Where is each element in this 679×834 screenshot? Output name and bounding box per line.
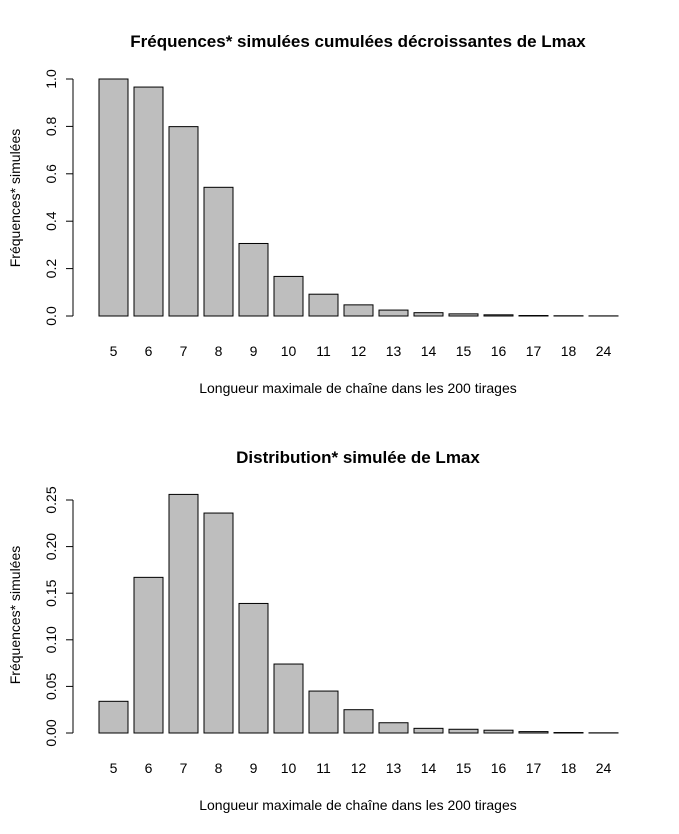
bar-10 bbox=[273, 663, 304, 734]
bar-16 bbox=[483, 729, 514, 734]
bar-11 bbox=[308, 293, 339, 317]
x-tick-label: 11 bbox=[316, 343, 331, 359]
x-tick-label: 16 bbox=[491, 760, 507, 776]
x-tick-label: 8 bbox=[215, 760, 223, 776]
x-tick-label: 5 bbox=[110, 760, 118, 776]
bar-8 bbox=[203, 512, 234, 734]
y-axis: 0.0 0.2 0.4 0.6 0.8 1.0 bbox=[43, 69, 74, 326]
y-tick-label: 0.0 bbox=[43, 306, 59, 326]
bar-5 bbox=[98, 700, 129, 734]
y-axis-label: Fréquences* simulées bbox=[7, 129, 23, 268]
y-tick-label: 1.0 bbox=[43, 69, 59, 89]
y-tick-label: 0.20 bbox=[43, 533, 59, 560]
bar-9 bbox=[238, 602, 269, 734]
x-tick-label: 14 bbox=[421, 760, 437, 776]
x-tick-label: 12 bbox=[351, 760, 367, 776]
x-axis-label: Longueur maximale de chaîne dans les 200… bbox=[199, 797, 517, 813]
bar-15 bbox=[448, 728, 479, 734]
bar-6 bbox=[133, 576, 164, 734]
bar-10 bbox=[273, 275, 304, 317]
bar-11 bbox=[308, 690, 339, 734]
bar-16 bbox=[483, 314, 514, 317]
bar-7 bbox=[168, 493, 199, 734]
x-tick-labels: 5 6 7 8 9 10 11 12 13 14 15 16 17 18 24 bbox=[110, 760, 612, 776]
cumulative-frequency-chart: Fréquences* simulées cumulées décroissan… bbox=[7, 32, 619, 396]
x-tick-label: 16 bbox=[491, 343, 507, 359]
x-tick-label: 10 bbox=[281, 760, 297, 776]
bar-13 bbox=[378, 722, 409, 734]
y-axis: 0.00 0.05 0.10 0.15 0.20 0.25 bbox=[43, 486, 74, 747]
y-tick-label: 0.8 bbox=[43, 116, 59, 136]
x-tick-label: 14 bbox=[421, 343, 437, 359]
y-tick-label: 0.15 bbox=[43, 579, 59, 606]
chart-title: Distribution* simulée de Lmax bbox=[236, 448, 480, 467]
x-tick-label: 17 bbox=[526, 760, 542, 776]
x-tick-label: 15 bbox=[456, 343, 472, 359]
bar-17 bbox=[518, 731, 549, 734]
x-tick-label: 9 bbox=[250, 343, 258, 359]
y-tick-label: 0.10 bbox=[43, 626, 59, 653]
x-tick-label: 17 bbox=[526, 343, 542, 359]
x-tick-label: 18 bbox=[561, 343, 577, 359]
bars bbox=[98, 493, 619, 734]
y-axis-label: Fréquences* simulées bbox=[7, 546, 23, 685]
x-tick-label: 10 bbox=[281, 343, 297, 359]
x-tick-label: 7 bbox=[180, 760, 188, 776]
bars bbox=[98, 78, 619, 317]
x-tick-label: 6 bbox=[145, 343, 153, 359]
bar-14 bbox=[413, 312, 444, 317]
distribution-chart: Distribution* simulée de Lmax Longueur m… bbox=[7, 448, 619, 813]
x-tick-label: 24 bbox=[596, 760, 612, 776]
x-tick-label: 13 bbox=[386, 760, 402, 776]
y-tick-label: 0.25 bbox=[43, 486, 59, 513]
x-tick-label: 7 bbox=[180, 343, 188, 359]
bar-6 bbox=[133, 86, 164, 317]
x-tick-label: 15 bbox=[456, 760, 472, 776]
x-tick-label: 11 bbox=[316, 760, 331, 776]
bar-13 bbox=[378, 309, 409, 317]
x-axis-label: Longueur maximale de chaîne dans les 200… bbox=[199, 380, 517, 396]
bar-12 bbox=[343, 304, 374, 317]
x-tick-labels: 5 6 7 8 9 10 11 12 13 14 15 16 17 18 24 bbox=[110, 343, 612, 359]
bar-9 bbox=[238, 242, 269, 317]
y-tick-label: 0.00 bbox=[43, 719, 59, 746]
y-tick-label: 0.05 bbox=[43, 673, 59, 700]
x-tick-label: 13 bbox=[386, 343, 402, 359]
y-tick-label: 0.6 bbox=[43, 164, 59, 184]
x-tick-label: 8 bbox=[215, 343, 223, 359]
y-tick-label: 0.4 bbox=[43, 211, 59, 231]
x-tick-label: 5 bbox=[110, 343, 118, 359]
bar-8 bbox=[203, 186, 234, 317]
x-tick-label: 12 bbox=[351, 343, 367, 359]
bar-12 bbox=[343, 709, 374, 734]
bar-15 bbox=[448, 313, 479, 317]
chart-title: Fréquences* simulées cumulées décroissan… bbox=[130, 32, 586, 51]
x-tick-label: 18 bbox=[561, 760, 577, 776]
x-tick-label: 9 bbox=[250, 760, 258, 776]
bar-5 bbox=[98, 78, 129, 317]
x-tick-label: 24 bbox=[596, 343, 612, 359]
y-tick-label: 0.2 bbox=[43, 259, 59, 279]
bar-14 bbox=[413, 727, 444, 734]
bar-7 bbox=[168, 126, 199, 317]
x-tick-label: 6 bbox=[145, 760, 153, 776]
